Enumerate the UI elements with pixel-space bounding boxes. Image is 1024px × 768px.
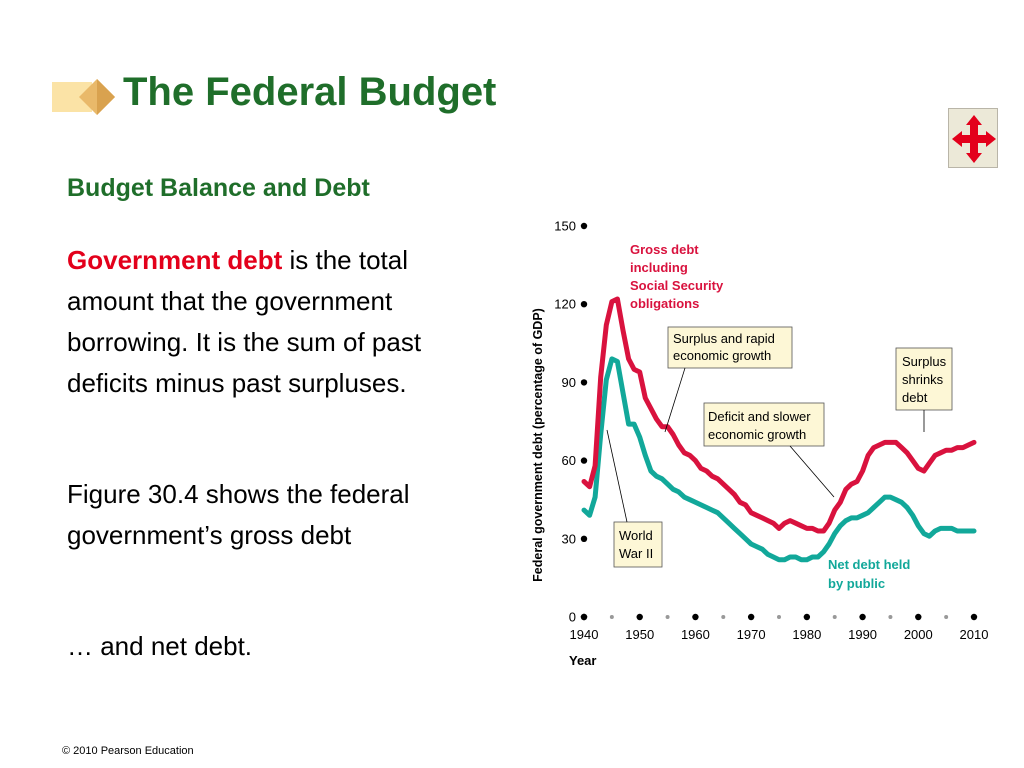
section-heading: Budget Balance and Debt [67, 174, 370, 202]
annotation-box-slower-growth [703, 402, 825, 447]
y-tick-dot [580, 457, 588, 464]
net-debt-paragraph: … and net debt. [67, 631, 253, 661]
x-minor-tick-dot [832, 615, 837, 619]
x-tick-label: 1950 [625, 627, 654, 642]
x-tick-label: 1960 [681, 627, 710, 642]
definition-text: is the total amount that the government … [67, 245, 422, 398]
gross-debt-series-line [581, 296, 977, 534]
definition-paragraph: Government debt is the total amount that… [67, 240, 487, 404]
annotation-box-rapid-growth [667, 326, 793, 369]
annotation-box-surplus-shrinks [895, 347, 953, 411]
annotation-surplus-shrinks: Surplus shrinks debt [902, 354, 950, 405]
y-tick-label: 30 [562, 531, 576, 546]
y-tick-dot [580, 535, 588, 542]
x-minor-tick-dot [665, 615, 670, 619]
x-tick-dot [580, 613, 588, 621]
annotation-box-world-war [613, 521, 663, 568]
x-axis-title: Year [569, 653, 596, 668]
y-tick-dot [580, 222, 588, 230]
slide-title: The Federal Budget [123, 70, 497, 114]
x-tick-label: 2000 [904, 627, 933, 642]
key-term: Government debt [67, 245, 283, 275]
x-tick-dot [636, 613, 643, 621]
x-minor-tick-dot [888, 615, 893, 619]
x-tick-dot [859, 613, 866, 621]
x-tick-dot [803, 613, 811, 621]
x-tick-label: 1940 [570, 627, 599, 642]
x-minor-tick-dot [944, 615, 949, 619]
annotation-rapid-growth: Surplus and rapid economic growth [673, 331, 779, 363]
y-axis-title: Federal government debt (percentage of G… [531, 308, 545, 582]
net-debt-series-line [581, 356, 977, 563]
x-tick-dot [747, 613, 755, 621]
x-minor-tick-dot [777, 615, 781, 619]
y-tick-label: 60 [562, 453, 576, 468]
y-tick-label: 90 [562, 375, 576, 390]
y-tick-dot [580, 379, 588, 386]
x-tick-label: 2010 [960, 627, 989, 642]
y-tick-dot [580, 301, 588, 308]
y-tick-label: 120 [554, 297, 576, 312]
debt-line-chart: Federal government debt (percentage of G… [531, 219, 989, 669]
four-way-arrow-icon [952, 115, 996, 163]
net-debt-label: Net debt held by public [828, 557, 914, 591]
navigation-button[interactable] [948, 108, 998, 168]
gross-debt-label: Gross debt including Social Security obl… [630, 242, 727, 311]
diamond-arrow-logo-icon [52, 79, 115, 115]
y-tick-label: 150 [554, 219, 576, 234]
x-tick-label: 1990 [848, 627, 877, 642]
x-tick-label: 1980 [792, 627, 821, 642]
x-minor-tick-dot [609, 615, 614, 619]
copyright-footer: © 2010 Pearson Education [62, 745, 194, 757]
x-tick-dot [915, 613, 922, 621]
y-tick-label: 0 [569, 610, 576, 625]
x-minor-tick-dot [721, 615, 726, 619]
x-tick-dot [692, 613, 699, 621]
annotation-world-war: World War II [619, 528, 656, 561]
annotation-slower-growth: Deficit and slower economic growth [708, 409, 814, 442]
figure-reference-paragraph: Figure 30.4 shows the federal government… [67, 479, 410, 550]
x-tick-dot [970, 613, 978, 621]
x-tick-label: 1970 [737, 627, 766, 642]
